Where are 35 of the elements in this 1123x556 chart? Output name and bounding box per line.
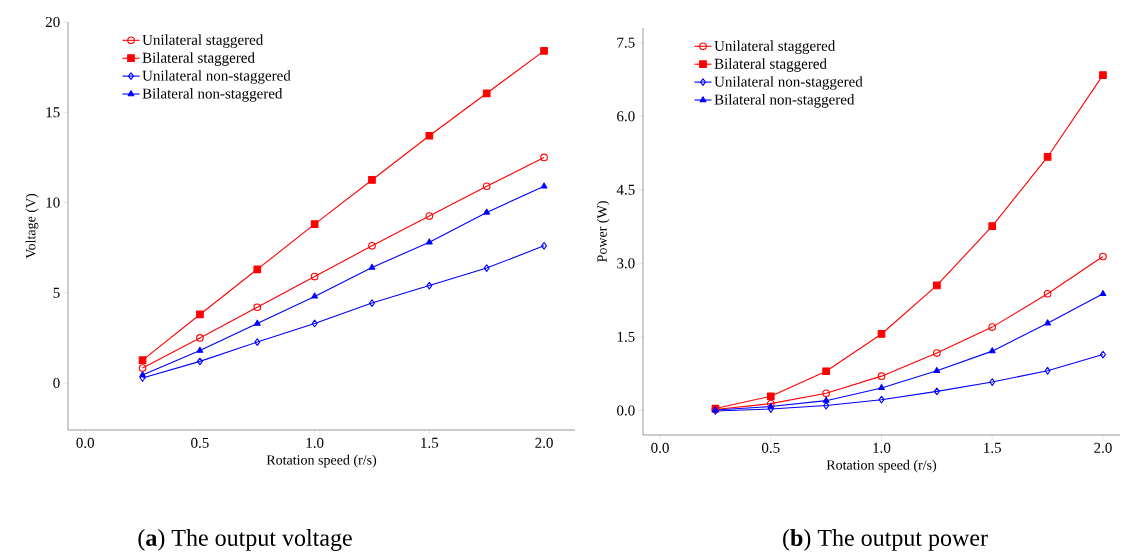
x-axis-title: Rotation speed (r/s) [266, 454, 377, 468]
legend-label: Bilateral staggered [142, 52, 255, 66]
y-tick-label: 4.5 [616, 184, 635, 195]
legend-label: Bilateral staggered [714, 58, 827, 72]
y-tick-label: 6.0 [617, 111, 635, 122]
legend-label: Bilateral non-staggered [714, 94, 855, 108]
x-tick-label: 2.0 [1094, 442, 1112, 453]
y-tick-label: 15 [46, 107, 60, 118]
text: (b) The output power [783, 529, 988, 551]
legend-label: Unilateral staggered [714, 40, 836, 54]
y-tick-label: 7.5 [617, 37, 635, 48]
legend-label: Unilateral non-staggered [142, 70, 291, 84]
x-axis-title: Rotation speed (r/s) [826, 459, 937, 473]
x-tick-label: 1.5 [421, 437, 439, 448]
y-tick-label: 5 [53, 287, 60, 298]
y-tick-label: 0 [53, 377, 60, 389]
x-tick-label: 0.5 [761, 442, 780, 453]
text: (a) The output voltage [138, 529, 352, 551]
legend-label: Unilateral staggered [142, 34, 264, 48]
y-tick-label: 1.5 [617, 331, 635, 342]
y-tick-label: 10 [46, 197, 60, 208]
y-axis-title: Power (W) [596, 201, 610, 262]
y-axis-title: Voltage (V) [25, 193, 39, 259]
x-tick-label: 1.0 [873, 442, 891, 453]
legend-label: Bilateral non-staggered [142, 88, 283, 102]
y-tick-label: 0.0 [617, 405, 635, 416]
x-tick-label: 0.5 [191, 437, 209, 448]
y-tick-label: 20 [45, 16, 60, 28]
x-tick-label: 1.5 [984, 442, 1002, 453]
legend-label: Unilateral non-staggered [714, 76, 863, 90]
x-tick-label: 1.0 [306, 437, 324, 448]
x-tick-label: 0.0 [651, 442, 669, 453]
y-tick-label: 3.0 [617, 258, 635, 269]
x-tick-label: 0.0 [76, 437, 95, 448]
x-tick-label: 2.0 [535, 437, 553, 448]
